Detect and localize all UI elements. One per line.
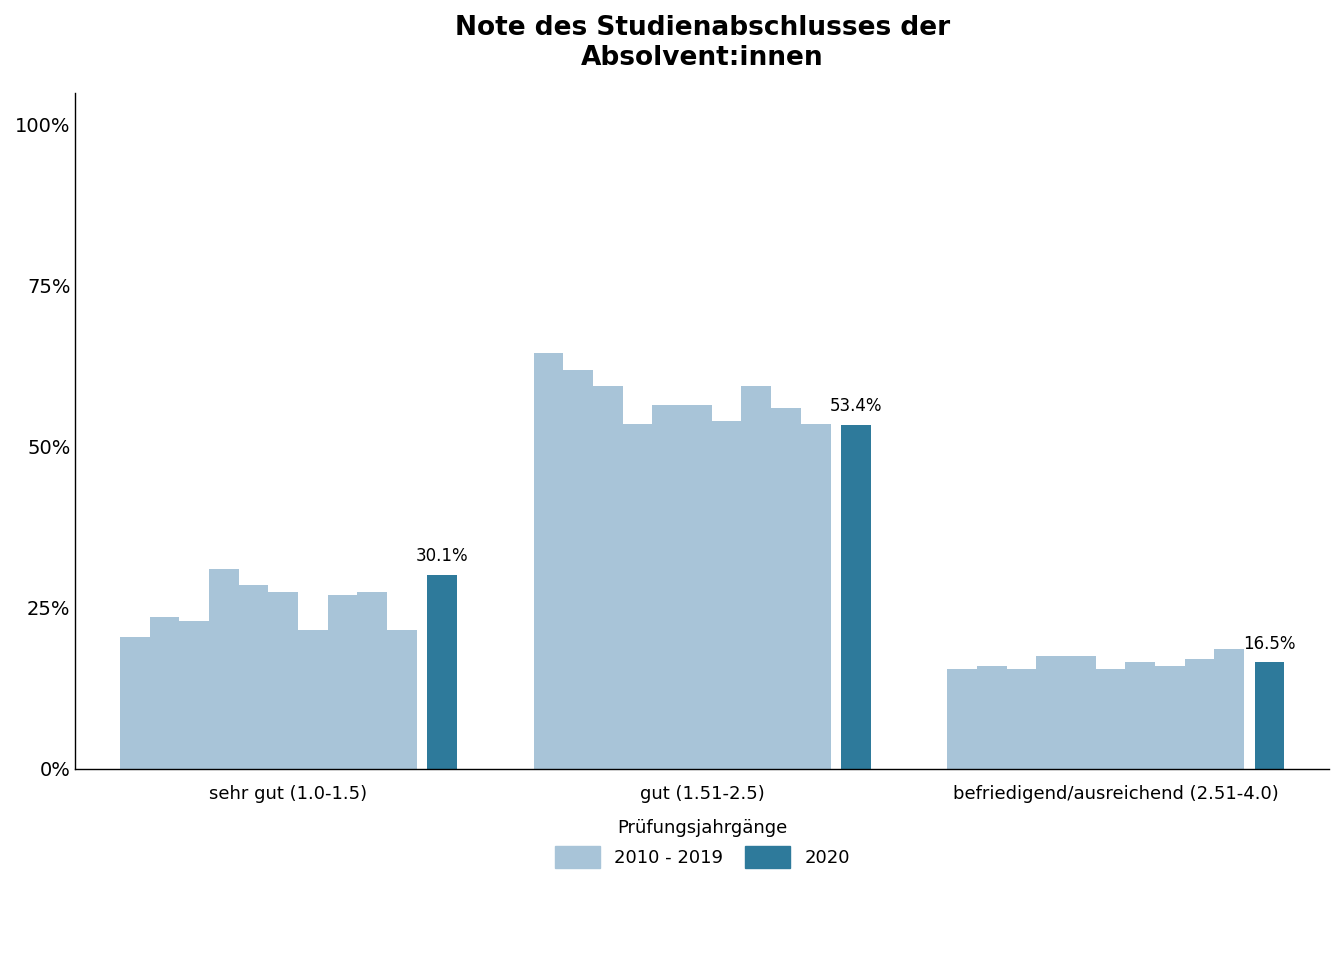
Bar [977,665,1007,769]
Bar [801,424,831,769]
Bar [298,630,328,769]
Bar [210,569,239,769]
Bar [841,425,871,769]
Bar [387,630,417,769]
Bar [742,386,771,769]
Bar [358,591,387,769]
Bar [563,370,593,769]
Bar [1255,662,1285,769]
Bar [1066,656,1095,769]
Bar [1125,662,1154,769]
Legend: 2010 - 2019, 2020: 2010 - 2019, 2020 [555,819,849,868]
Title: Note des Studienabschlusses der
Absolvent:innen: Note des Studienabschlusses der Absolven… [454,15,950,71]
Text: 30.1%: 30.1% [417,547,469,565]
Bar [771,408,801,769]
Text: 16.5%: 16.5% [1243,635,1296,653]
Bar [948,669,977,769]
Text: 53.4%: 53.4% [829,397,882,416]
Bar [712,421,742,769]
Bar [427,575,457,769]
Bar [1154,665,1185,769]
Bar [1007,669,1036,769]
Bar [1036,656,1066,769]
Bar [593,386,622,769]
Bar [1215,650,1245,769]
Bar [681,405,712,769]
Bar [328,595,358,769]
Bar [622,424,652,769]
Bar [652,405,681,769]
Bar [1095,669,1125,769]
Bar [534,353,563,769]
Bar [1185,660,1215,769]
Bar [149,617,179,769]
Bar [269,591,298,769]
Bar [120,636,149,769]
Bar [179,620,210,769]
Bar [239,586,269,769]
